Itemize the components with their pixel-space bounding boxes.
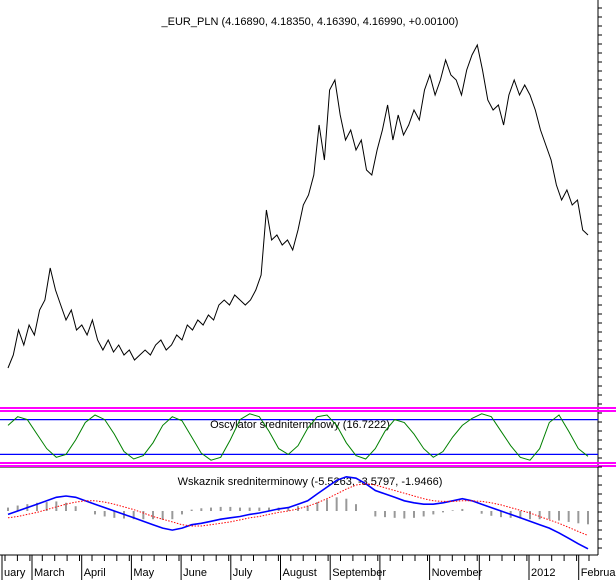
x-tick-label: August xyxy=(283,567,317,579)
oscillator-line xyxy=(7,413,589,461)
indicator-title: Wskaznik sredniterminowy (-5.5263, -3.57… xyxy=(178,476,443,488)
x-tick-label: November xyxy=(432,567,483,579)
x-tick-label: June xyxy=(183,567,207,579)
x-tick-label: uary xyxy=(4,567,26,579)
x-tick-label: March xyxy=(34,567,65,579)
oscillator-title: Oscylator sredniterminowy (16.7222) xyxy=(210,419,390,431)
x-tick-label: July xyxy=(233,567,253,579)
price-line xyxy=(7,43,589,369)
x-tick-label: 2012 xyxy=(531,567,555,579)
x-tick-label: September xyxy=(332,567,386,579)
chart-title: _EUR_PLN (4.16890, 4.18350, 4.16390, 4.1… xyxy=(161,16,459,28)
x-tick-label: Februar xyxy=(581,567,616,579)
indicator-line xyxy=(7,475,589,550)
x-tick-label: May xyxy=(133,567,154,579)
x-tick-label: April xyxy=(84,567,106,579)
